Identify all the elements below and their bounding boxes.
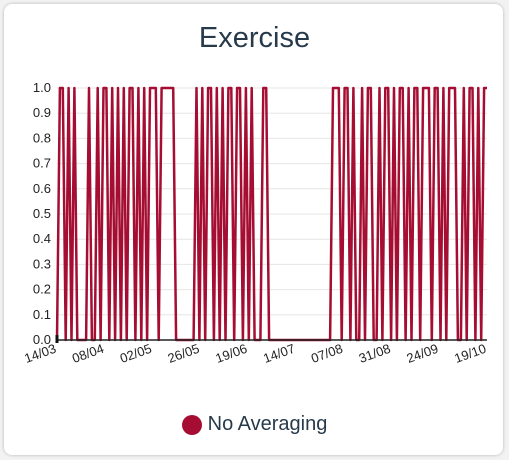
y-tick-label: 0.8 xyxy=(33,130,51,145)
x-tick-label: 07/08 xyxy=(309,341,345,366)
y-tick-label: 0.4 xyxy=(33,231,51,246)
chart-title: Exercise xyxy=(198,22,311,54)
y-tick-labels: 0.0 0.1 0.2 0.3 0.4 0.5 0.6 0.7 0.8 0.9 1.0 xyxy=(33,80,51,347)
x-tick-labels: 14/03 08/04 02/05 26/05 19/06 14/07 07/08 31/08… xyxy=(22,341,488,366)
y-tick-label: 0.1 xyxy=(33,307,51,322)
y-tick-label: 1.0 xyxy=(33,80,51,95)
y-tick-label: 0.3 xyxy=(33,256,51,271)
x-tick-label: 02/05 xyxy=(118,341,154,366)
x-tick-label: 24/09 xyxy=(405,341,441,366)
legend[interactable]: No Averaging xyxy=(0,413,509,436)
y-tick-label: 0.2 xyxy=(33,282,51,297)
y-tick-label: 0.5 xyxy=(33,206,51,221)
x-tick-label: 14/03 xyxy=(22,341,58,366)
y-tick-label: 0.0 xyxy=(33,332,51,347)
x-tick-label: 19/10 xyxy=(452,341,488,366)
y-tick-label: 0.9 xyxy=(33,105,51,120)
legend-label: No Averaging xyxy=(207,413,328,435)
x-tick-label: 14/07 xyxy=(261,341,297,366)
axes xyxy=(55,335,487,343)
x-tick-label: 26/05 xyxy=(166,341,202,366)
x-tick-label: 08/04 xyxy=(70,341,106,366)
x-tick-label: 19/06 xyxy=(213,341,249,366)
y-tick-label: 0.6 xyxy=(33,181,51,196)
x-tick-label: 31/08 xyxy=(357,341,393,366)
legend-marker xyxy=(181,414,202,435)
y-tick-label: 0.7 xyxy=(33,156,51,171)
